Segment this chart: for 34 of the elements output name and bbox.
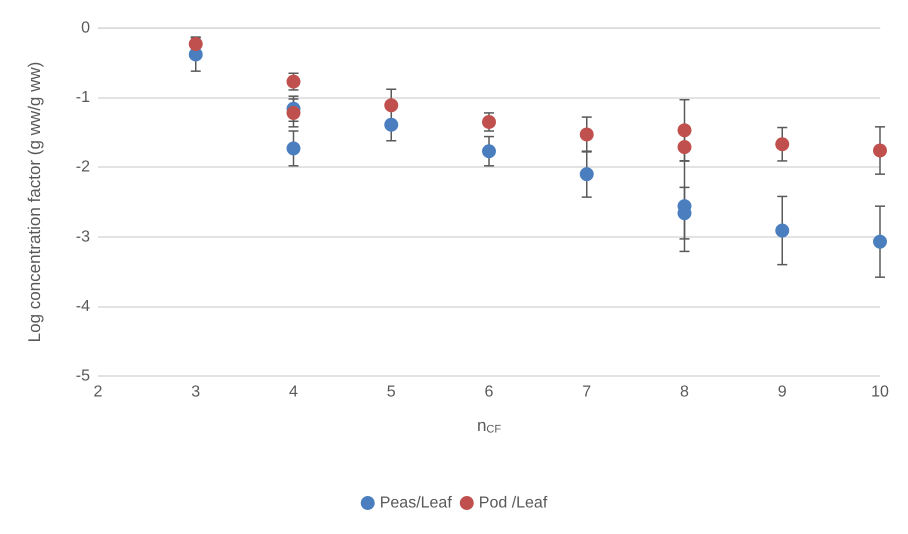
point [873,144,887,158]
y-axis-title: Log concentration factor (g ww/g ww) [25,62,44,342]
point [580,127,594,142]
point [678,140,692,154]
point [384,98,398,112]
point [482,114,496,129]
x-tick-label: 6 [484,384,494,400]
point [678,123,692,138]
x-tick-label: 5 [386,384,396,400]
x-tick-label: 9 [778,384,787,400]
y-tick-label: -2 [76,158,90,176]
point [580,167,594,182]
y-tick-label: 0 [81,20,90,36]
x-tick-label: 8 [680,384,690,400]
point [286,74,300,89]
x-tick-label: 7 [582,384,592,400]
legend-label: Peas/Leaf [380,494,452,512]
point [873,234,887,249]
point [384,118,398,132]
x-tick-label: 10 [871,384,889,400]
y-tick-label: -1 [76,89,90,106]
point [188,37,203,52]
y-tick-label: -4 [76,298,90,315]
point [775,137,790,152]
x-tick-label: 3 [191,384,200,400]
point [482,144,496,158]
x-tick-label: 4 [289,384,298,400]
point [775,224,790,238]
y-tick-label: -5 [76,368,90,384]
x-tick-label: 2 [94,384,103,400]
y-tick-label: -3 [76,228,90,246]
legend-label: Pod /Leaf [478,494,548,512]
point [286,141,300,156]
point [286,106,300,120]
